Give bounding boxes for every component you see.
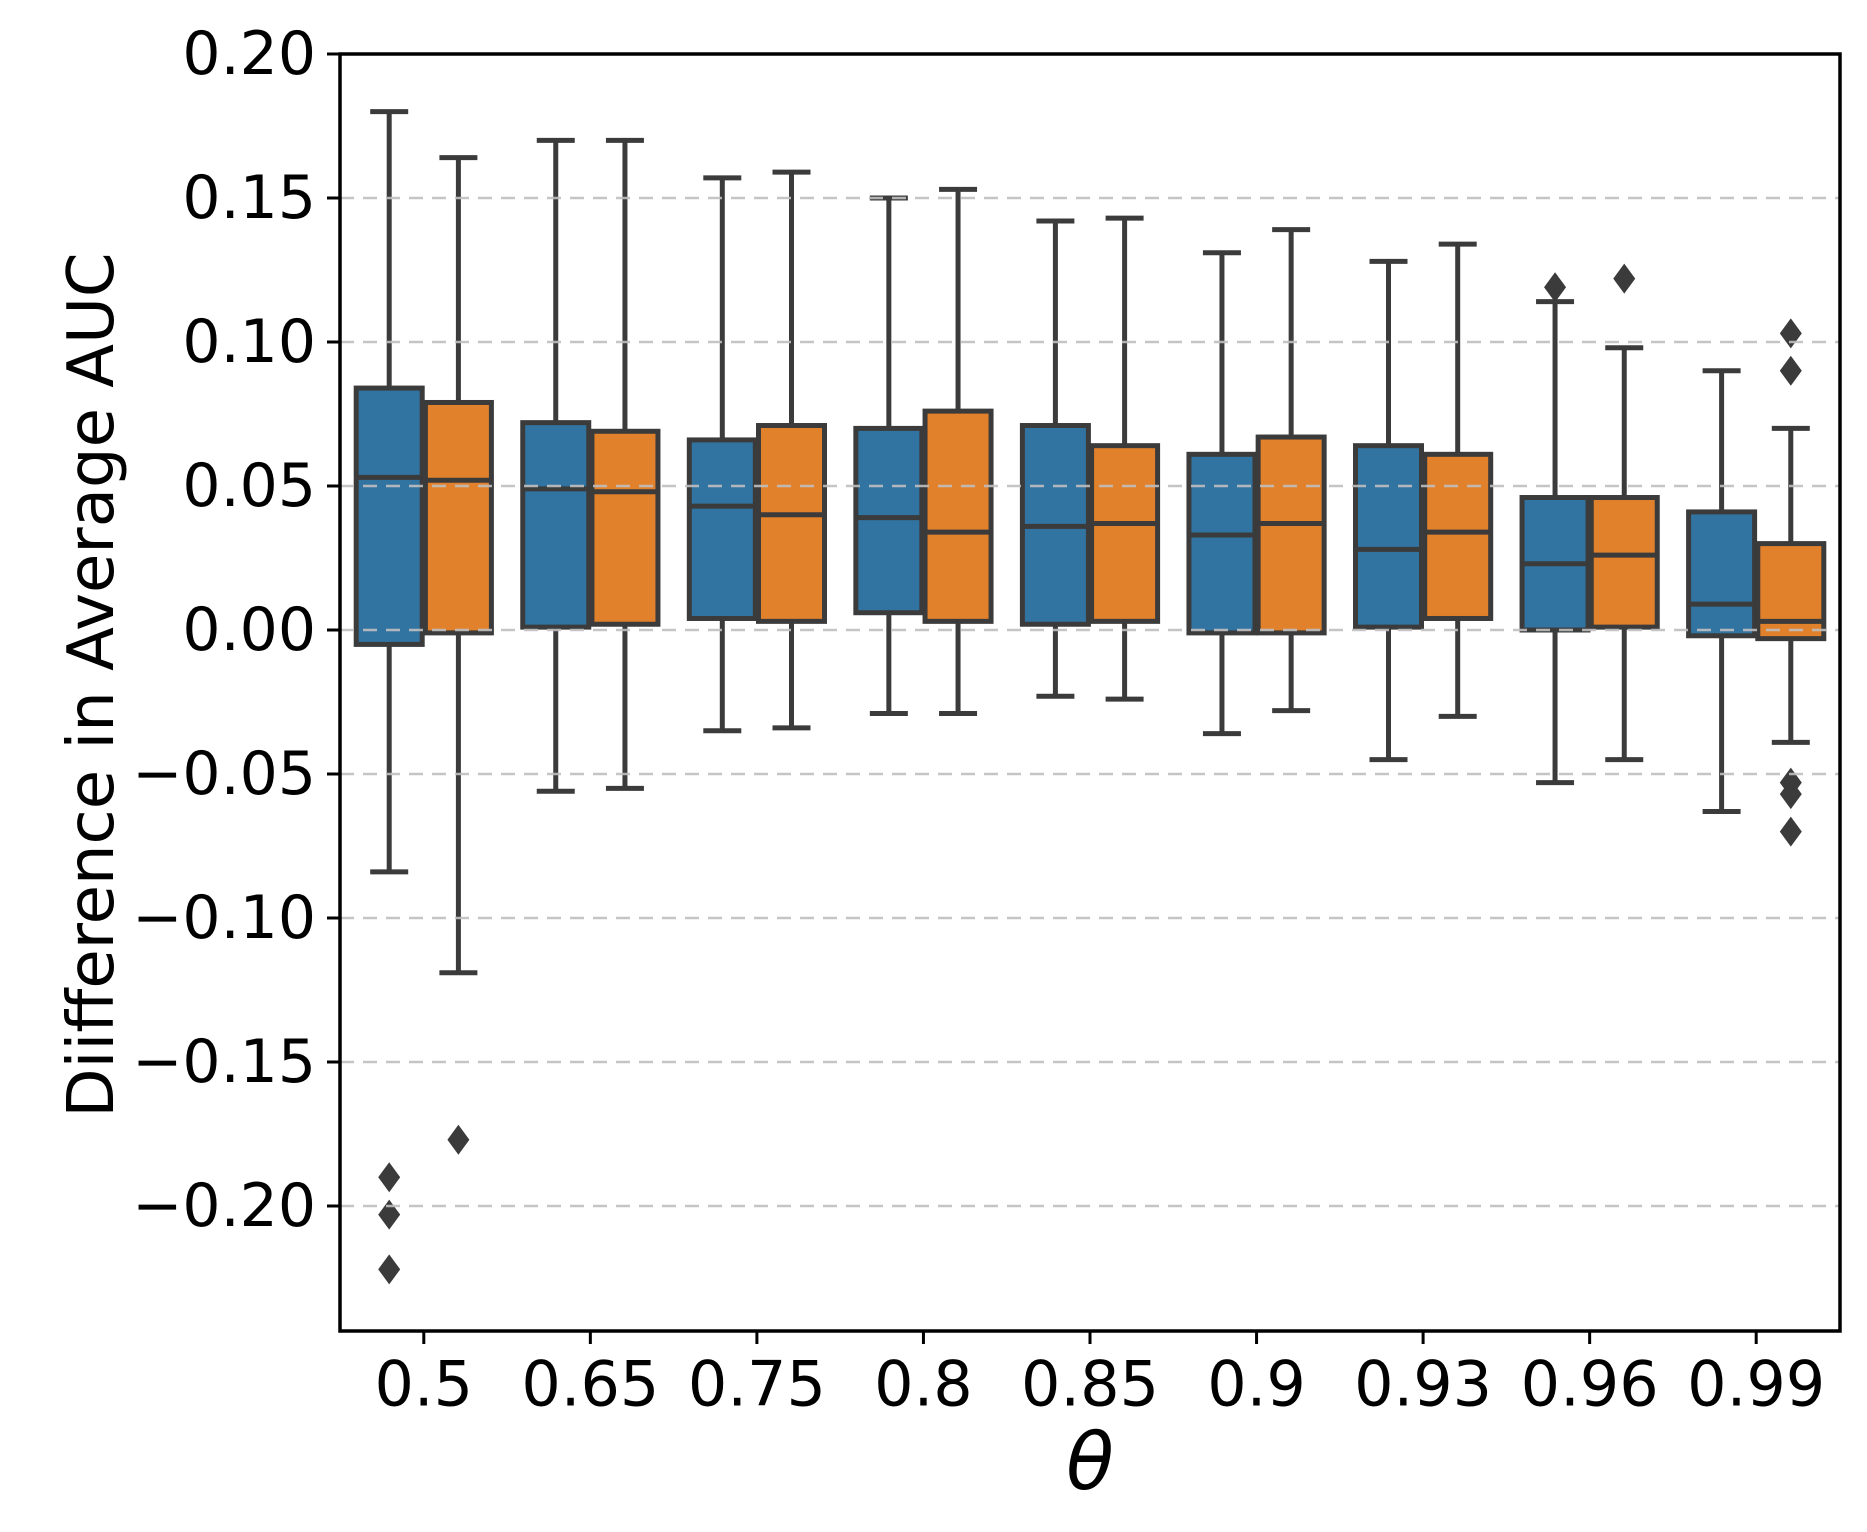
x-tick-label: 0.65 [521, 1347, 659, 1420]
box-blue [520, 420, 592, 630]
plot-area [340, 54, 1840, 1331]
box-orange [1588, 495, 1660, 630]
x-axis-label: θ [1066, 1418, 1114, 1508]
box-blue [686, 437, 758, 621]
x-tick-label: 0.8 [874, 1347, 973, 1420]
x-tick-label: 0.93 [1354, 1347, 1492, 1420]
box-orange [1089, 443, 1161, 624]
outlier-diamond [1544, 272, 1567, 303]
box-orange [1422, 451, 1494, 621]
outlier-diamond [378, 1254, 401, 1285]
box-blue [1353, 443, 1424, 630]
y-tick-label: −0.15 [132, 1027, 316, 1097]
y-tick-label: 0.20 [182, 19, 316, 89]
box-blue [353, 385, 425, 647]
x-tick-label: 0.99 [1687, 1347, 1825, 1420]
outlier-diamond [1779, 779, 1802, 810]
box-orange [1255, 434, 1327, 636]
x-tick-label: 0.75 [688, 1347, 826, 1420]
box-orange [922, 408, 994, 624]
x-tick-label: 0.9 [1207, 1347, 1306, 1420]
outlier-diamond [447, 1124, 470, 1155]
y-tick-label: −0.20 [132, 1171, 316, 1241]
box-orange [422, 399, 494, 636]
x-tick-label: 0.96 [1521, 1347, 1659, 1420]
y-tick-label: 0.10 [182, 307, 316, 377]
x-tick-label: 0.5 [374, 1347, 473, 1420]
y-tick-label: 0.00 [182, 595, 316, 665]
box-orange [589, 428, 661, 627]
outlier-diamond [1779, 816, 1802, 847]
y-tick-label: −0.10 [132, 883, 316, 953]
y-axis-label: Diifference in Average AUC [55, 252, 129, 1118]
outlier-diamond [1779, 355, 1802, 386]
box-orange [756, 423, 827, 624]
outlier-diamond [378, 1162, 401, 1193]
x-tick-label: 0.85 [1021, 1347, 1159, 1420]
y-tick-label: 0.05 [182, 451, 316, 521]
y-tick-label: 0.15 [182, 163, 316, 233]
box-blue [1686, 509, 1758, 639]
box-blue [1186, 451, 1258, 636]
y-tick-label: −0.05 [132, 739, 316, 809]
outlier-diamond [1613, 263, 1636, 294]
box-orange [1755, 541, 1827, 642]
box-blue [853, 425, 925, 616]
